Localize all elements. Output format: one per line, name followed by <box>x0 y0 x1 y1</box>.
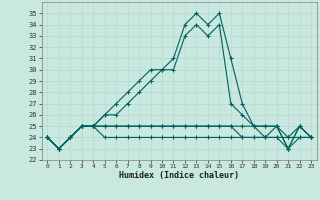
X-axis label: Humidex (Indice chaleur): Humidex (Indice chaleur) <box>119 171 239 180</box>
